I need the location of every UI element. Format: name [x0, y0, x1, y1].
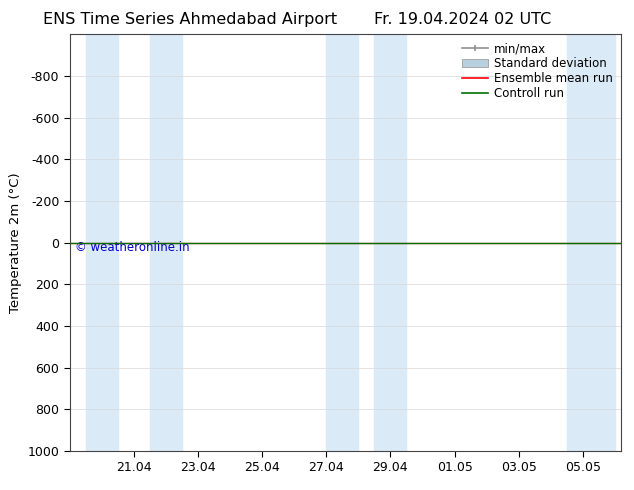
Y-axis label: Temperature 2m (°C): Temperature 2m (°C)	[9, 172, 22, 313]
Bar	[375, 34, 406, 451]
Bar	[567, 34, 615, 451]
Bar	[327, 34, 358, 451]
Text: ENS Time Series Ahmedabad Airport: ENS Time Series Ahmedabad Airport	[43, 12, 337, 27]
Text: Fr. 19.04.2024 02 UTC: Fr. 19.04.2024 02 UTC	[374, 12, 552, 27]
Bar	[150, 34, 182, 451]
Legend: min/max, Standard deviation, Ensemble mean run, Controll run: min/max, Standard deviation, Ensemble me…	[460, 40, 616, 102]
Text: © weatheronline.in: © weatheronline.in	[75, 241, 190, 254]
Bar	[86, 34, 118, 451]
